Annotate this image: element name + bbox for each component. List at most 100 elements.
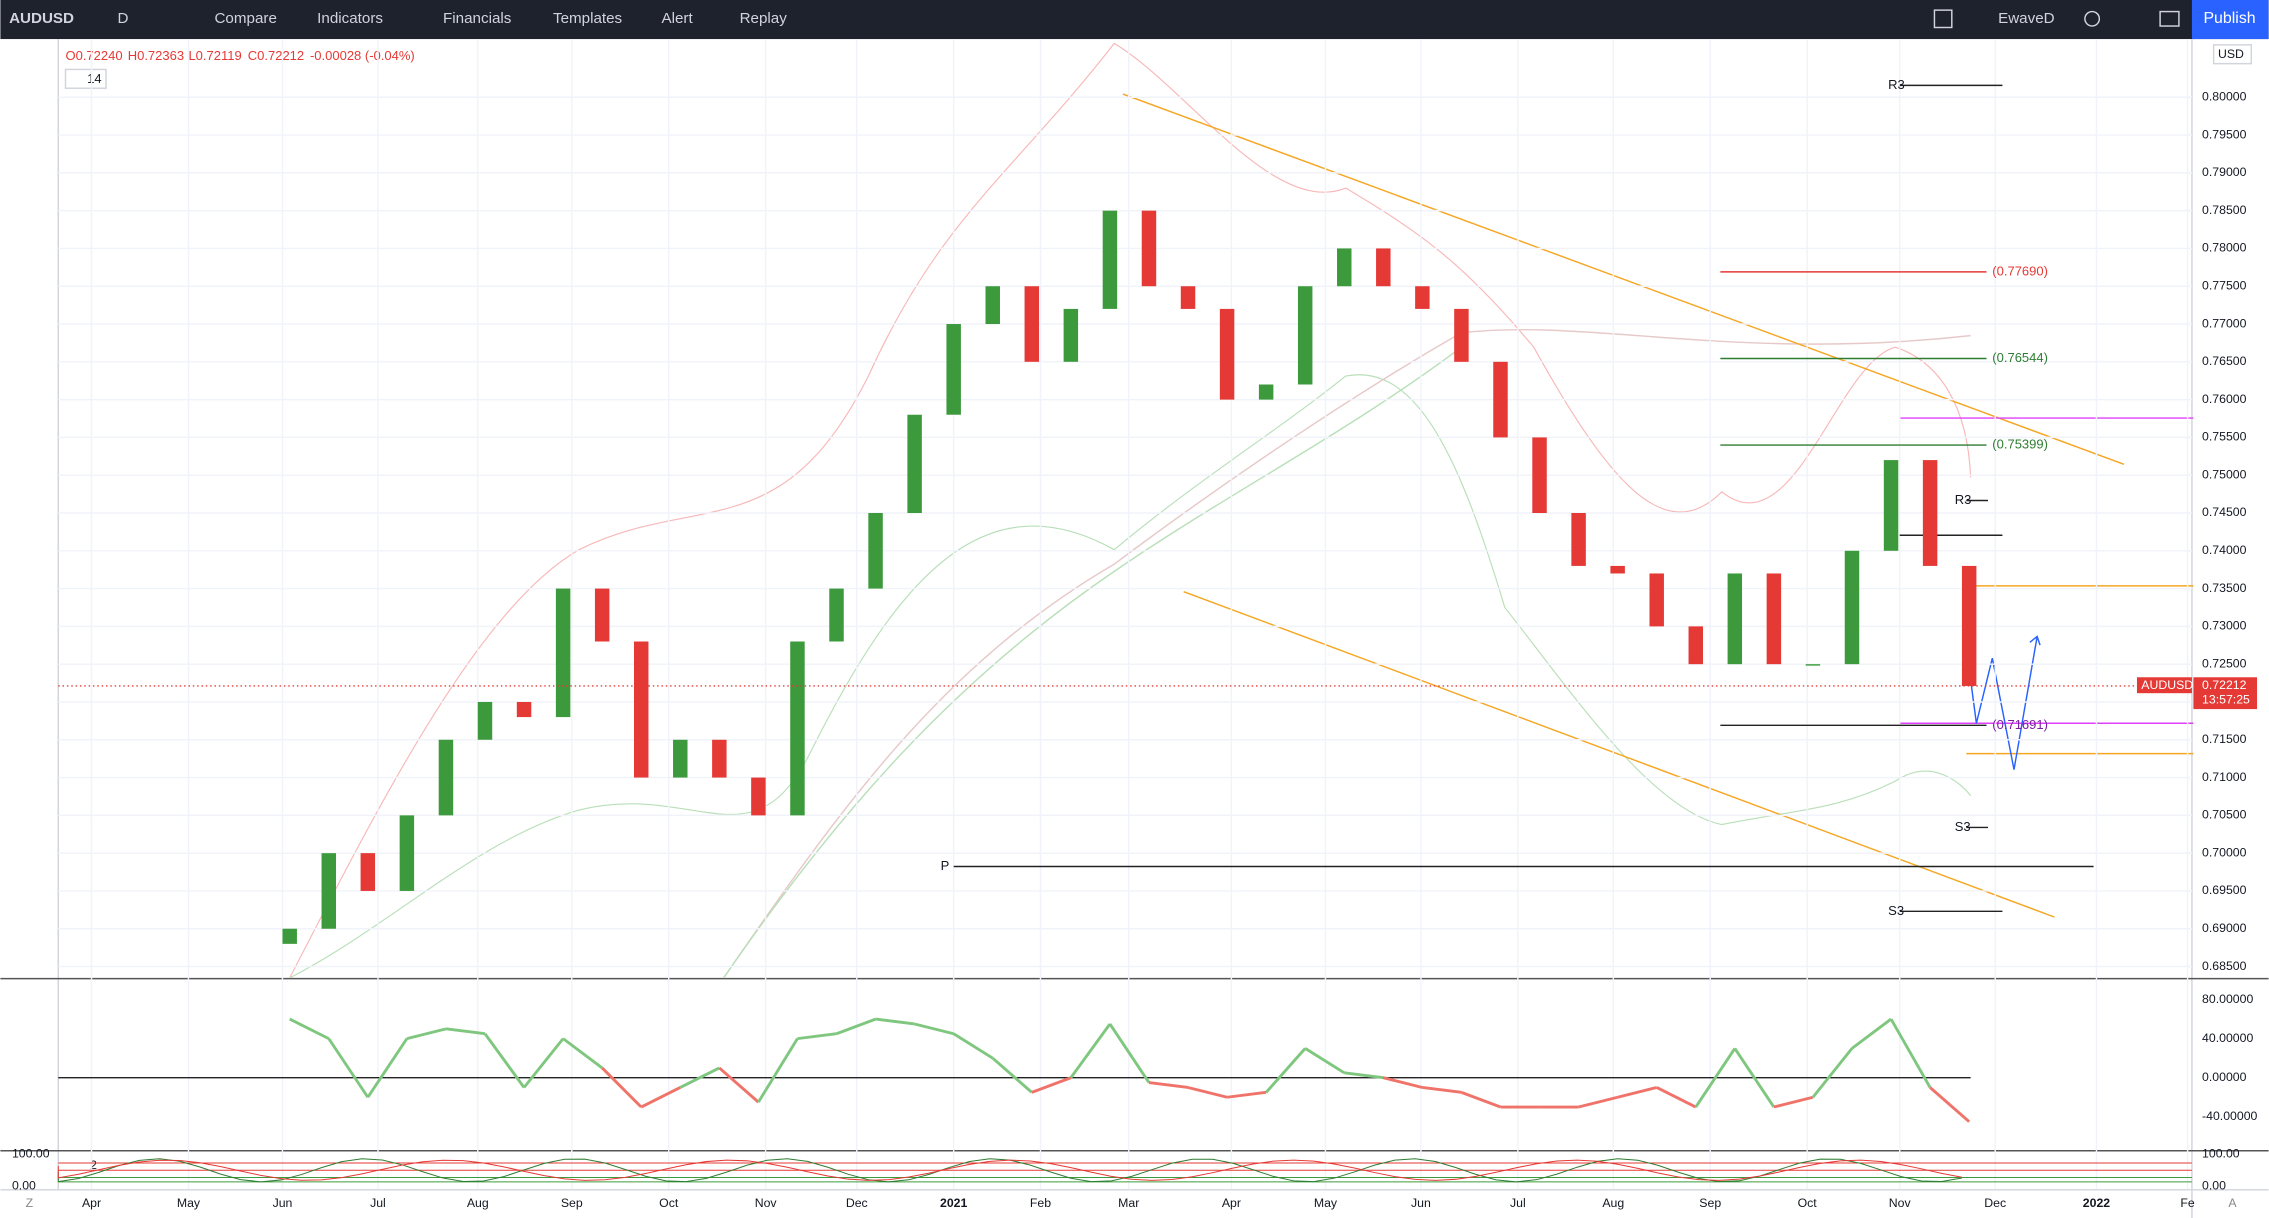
indicator-param[interactable]: 14: [87, 71, 101, 86]
candle-body: [946, 324, 961, 415]
osc-segment: [1226, 1090, 1267, 1099]
y-tick-label: 0.79000: [2202, 165, 2247, 179]
publish-button[interactable]: [2191, 0, 2269, 40]
candle-body: [751, 777, 766, 816]
candle-body: [321, 853, 337, 929]
y-tick-label: 0.69500: [2202, 883, 2247, 897]
toolbar-item[interactable]: Compare: [214, 10, 276, 27]
osc-segment: [952, 1032, 994, 1060]
ohlc-open: O0.72240: [65, 48, 122, 63]
lower-tick-label-left: 0.00: [12, 1178, 36, 1192]
candle-body: [360, 853, 376, 891]
legend: O0.72240 H0.72363 L0.72119 C0.72212 -0.0…: [26, 44, 2252, 1210]
corner-left[interactable]: Z: [26, 1196, 34, 1210]
candle-body: [1571, 512, 1586, 566]
osc-segment: [1108, 1023, 1151, 1084]
x-tick-label: Aug: [467, 1196, 489, 1210]
x-tick-label: Dec: [846, 1196, 868, 1210]
osc-segment: [366, 1037, 409, 1099]
candle-body: [282, 928, 297, 944]
ohlc-high: H0.72363: [128, 48, 184, 63]
candle-body: [594, 588, 610, 642]
trend-line: [1183, 590, 2055, 918]
y-tick-label: 0.76500: [2202, 354, 2247, 368]
y-tick-label: 0.69000: [2202, 921, 2247, 935]
candle-body: [1688, 626, 1703, 665]
x-tick-label: Jun: [273, 1196, 293, 1210]
currency[interactable]: USD: [2218, 47, 2244, 61]
osc-segment: [1889, 1018, 1932, 1089]
x-tick-label: Jul: [370, 1196, 386, 1210]
candle-body: [1766, 573, 1782, 665]
layout-icon[interactable]: [1933, 9, 1953, 29]
osc-segment: [1773, 1095, 1814, 1109]
x-tick-label: Nov: [755, 1196, 778, 1210]
y-tick-label: 0.74500: [2202, 505, 2247, 519]
pivot-label: S3: [1888, 903, 1904, 918]
x-tick-label: May: [1314, 1196, 1338, 1210]
y-tick-label: 0.70000: [2202, 845, 2247, 859]
y-tick-label: 0.71500: [2202, 732, 2247, 746]
y-tick-label: 0.76000: [2202, 392, 2247, 406]
indicator-toggle[interactable]: [64, 68, 107, 89]
toolbar: [0, 0, 2269, 40]
osc-segment: [1578, 1095, 1619, 1109]
x-tick-label: Sep: [1699, 1196, 1721, 1210]
candle-body: [1649, 573, 1664, 627]
ohlc-close: C0.72212: [248, 48, 304, 63]
candle-body: [1024, 286, 1040, 362]
x-tick-label: Apr: [1222, 1196, 1241, 1210]
account[interactable]: EwaveD: [1998, 10, 2055, 27]
x-tick-label: Fe: [2180, 1196, 2195, 1210]
y-tick-label: 0.75000: [2202, 467, 2247, 481]
toolbar-item[interactable]: Indicators: [317, 10, 383, 27]
lower-line: [57, 1158, 1963, 1183]
corner-right[interactable]: A: [2228, 1196, 2237, 1210]
candle-body: [1883, 460, 1899, 551]
osc-segment: [640, 1086, 681, 1109]
osc-segment: [1460, 1091, 1501, 1109]
candle-body: [1297, 286, 1313, 385]
osc-segment: [914, 1022, 955, 1036]
currency-box[interactable]: [2212, 44, 2252, 65]
lower-tick-label: 100.00: [2202, 1147, 2240, 1161]
publish-label[interactable]: Publish: [2203, 10, 2255, 27]
projection-path: [1969, 636, 2038, 770]
y-tick-label: 0.80000: [2202, 90, 2247, 104]
symbol[interactable]: AUDUSD: [9, 10, 74, 27]
lower-param[interactable]: 2: [90, 1158, 97, 1172]
candle-body: [1805, 664, 1821, 666]
candle-body: [1844, 550, 1860, 665]
candle-body: [1337, 248, 1352, 287]
level-label: (0.71691): [1992, 717, 2048, 732]
toolbar-item[interactable]: Templates: [553, 10, 623, 27]
toolbar-item[interactable]: Financials: [443, 10, 512, 27]
symbol-tag: AUDUSD: [2141, 678, 2193, 692]
candle-body: [712, 739, 727, 778]
osc-segment: [1656, 1086, 1697, 1109]
x-tick-label: Aug: [1602, 1196, 1624, 1210]
camera-icon[interactable]: [2159, 10, 2180, 27]
candle-body: [1415, 286, 1430, 309]
toolbar-item[interactable]: Alert: [661, 10, 693, 27]
toolbar-item[interactable]: Replay: [740, 10, 788, 27]
candle-body: [633, 641, 649, 778]
y-tick-label: 0.70500: [2202, 808, 2247, 822]
lower-line: [57, 1159, 1963, 1181]
pivot-label: R3: [1955, 492, 1972, 507]
osc-segment: [875, 1017, 915, 1026]
candle-body: [829, 588, 844, 642]
interval[interactable]: D: [118, 10, 129, 27]
level-label: (0.75399): [1992, 436, 2048, 451]
osc-segment: [1069, 1023, 1112, 1079]
candle-body: [790, 641, 805, 816]
pivot-label: S3: [1955, 819, 1971, 834]
y-tick-label: 0.73000: [2202, 619, 2247, 633]
settings-icon[interactable]: [2084, 10, 2101, 27]
osc-segment: [289, 1017, 330, 1040]
candle-body: [555, 588, 571, 718]
x-tick-label: 2021: [940, 1196, 967, 1210]
osc-tick-label: -40.00000: [2202, 1109, 2257, 1123]
